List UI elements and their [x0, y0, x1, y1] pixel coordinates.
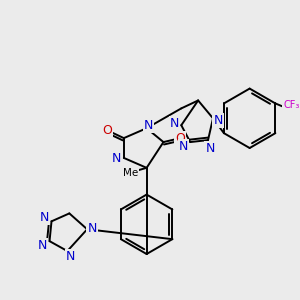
- Text: H: H: [109, 156, 117, 166]
- Text: N: N: [40, 211, 49, 224]
- Text: O: O: [176, 132, 185, 145]
- Text: CF₃: CF₃: [283, 100, 299, 110]
- Text: N: N: [66, 250, 75, 263]
- Text: N: N: [144, 119, 153, 132]
- Text: Me: Me: [123, 168, 138, 178]
- Text: N: N: [178, 140, 188, 152]
- Text: N: N: [38, 238, 47, 252]
- Text: N: N: [87, 222, 97, 235]
- Text: N: N: [213, 114, 223, 127]
- Text: N: N: [205, 142, 215, 154]
- Text: N: N: [112, 152, 121, 165]
- Text: O: O: [102, 124, 112, 137]
- Text: N: N: [170, 117, 179, 130]
